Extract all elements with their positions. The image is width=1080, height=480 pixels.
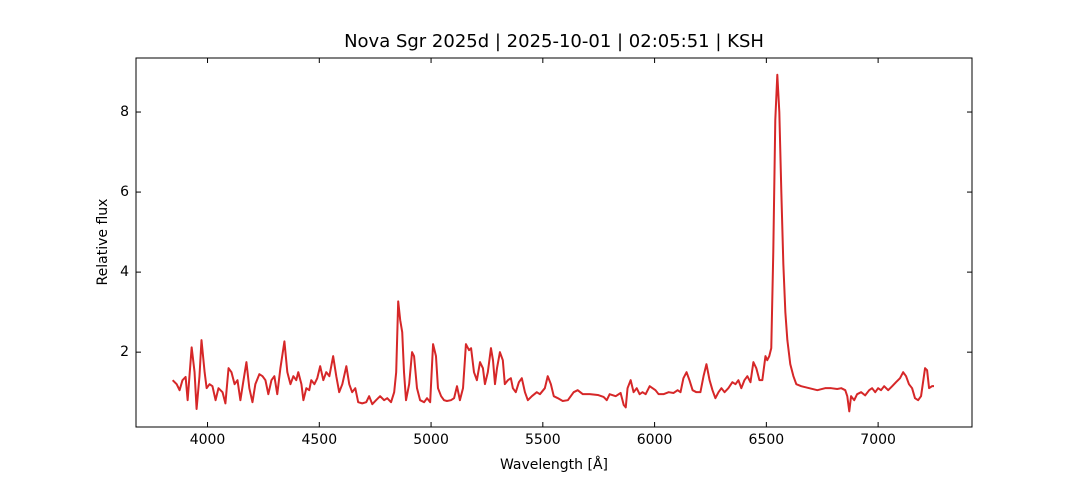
x-tick-label: 6500: [749, 432, 785, 448]
chart-title: Nova Sgr 2025d | 2025-10-01 | 02:05:51 |…: [344, 31, 764, 52]
y-tick-label: 8: [120, 104, 129, 120]
y-tick-label: 2: [120, 344, 129, 360]
x-axis-label: Wavelength [Å]: [500, 456, 608, 473]
x-tick-label: 5500: [525, 432, 561, 448]
x-tick-label: 6000: [637, 432, 673, 448]
x-tick-label: 5000: [413, 432, 449, 448]
y-axis-label: Relative flux: [95, 199, 111, 286]
y-tick-label: 6: [120, 184, 129, 200]
spectrum-line: [171, 73, 934, 413]
y-tick-label: 4: [120, 264, 129, 280]
plot-frame: [135, 57, 973, 428]
x-tick-label: 7000: [860, 432, 896, 448]
x-tick-label: 4000: [190, 432, 226, 448]
x-tick-label: 4500: [301, 432, 337, 448]
